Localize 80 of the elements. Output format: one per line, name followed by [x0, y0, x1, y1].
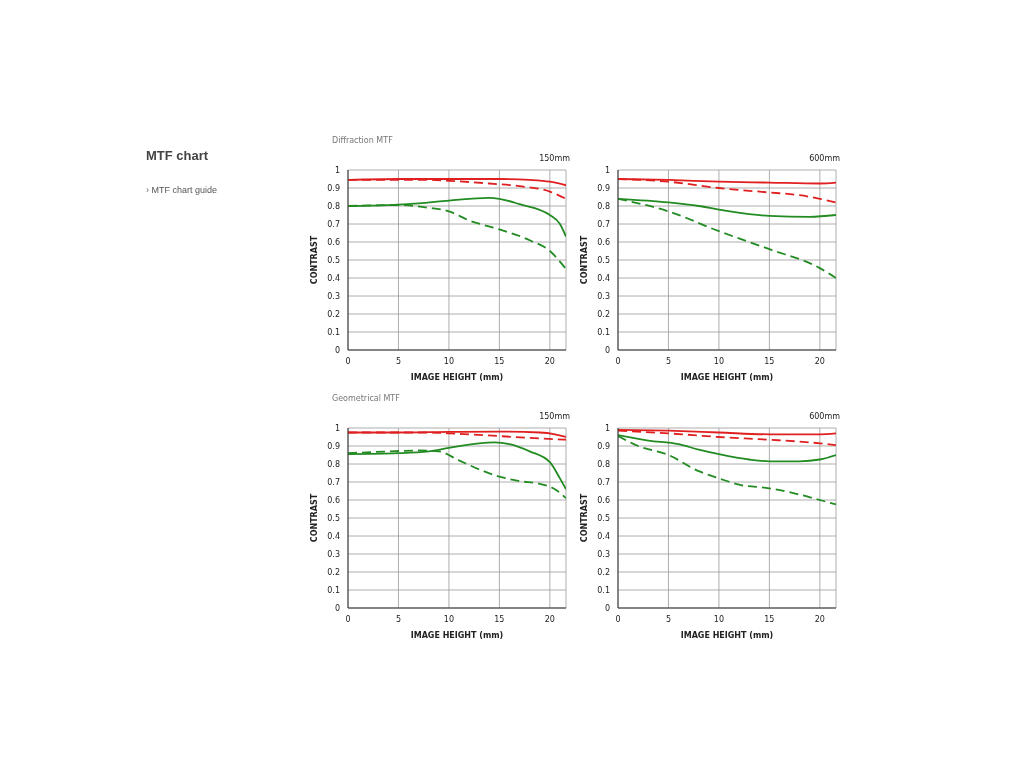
y-tick-label: 0.1	[327, 585, 340, 595]
x-tick-label: 5	[395, 614, 402, 624]
y-tick-label: 0.9	[327, 441, 340, 451]
x-axis-title: IMAGE HEIGHT (mm)	[410, 631, 504, 640]
y-axis-title: CONTRAST	[579, 235, 589, 285]
y-tick-label: 0.4	[597, 273, 610, 283]
y-tick-label: 0.1	[327, 327, 340, 337]
y-tick-label: 0.7	[597, 219, 610, 229]
y-tick-label: 0.4	[327, 531, 340, 541]
text: › MTF chart guide	[146, 185, 218, 195]
text: MTF chart	[146, 148, 210, 163]
x-tick-label: 10	[713, 356, 725, 366]
y-axis-title: CONTRAST	[309, 493, 319, 543]
x-axis-title: IMAGE HEIGHT (mm)	[680, 373, 774, 382]
y-tick-label: 0.9	[597, 441, 610, 451]
chart-subtitle: Diffraction MTF	[331, 136, 394, 147]
y-tick-label: 0.4	[327, 273, 340, 283]
y-tick-label: 0.6	[597, 237, 610, 247]
x-tick-label: 0	[345, 614, 351, 624]
y-tick-label: 0.1	[597, 585, 610, 595]
x-tick-label: 5	[395, 356, 402, 366]
x-tick-label: 20	[814, 614, 825, 624]
y-tick-label: 0.5	[327, 255, 340, 265]
y-tick-label: 0	[604, 345, 610, 355]
y-tick-label: 0.5	[327, 513, 340, 523]
x-tick-label: 10	[713, 614, 725, 624]
y-tick-label: 0.3	[327, 549, 340, 559]
y-tick-label: 0.8	[597, 201, 610, 211]
x-tick-label: 15	[494, 614, 505, 624]
y-tick-label: 0.8	[327, 459, 340, 469]
y-tick-label: 1	[604, 423, 610, 433]
y-tick-label: 0	[334, 345, 340, 355]
x-tick-label: 0	[615, 614, 621, 624]
x-tick-label: 20	[814, 356, 825, 366]
chart-title: 150mm	[538, 154, 571, 165]
y-tick-label: 0.3	[597, 291, 610, 301]
y-tick-label: 0.6	[327, 495, 340, 505]
x-tick-label: 5	[665, 356, 672, 366]
x-tick-label: 0	[345, 356, 351, 366]
y-tick-label: 1	[334, 423, 340, 433]
y-tick-label: 0	[604, 603, 610, 613]
chart-subtitle: Geometrical MTF	[331, 394, 401, 405]
x-tick-label: 5	[665, 614, 672, 624]
x-tick-label: 20	[544, 356, 555, 366]
y-tick-label: 0.1	[597, 327, 610, 337]
x-tick-label: 15	[494, 356, 505, 366]
chart-title: 150mm	[538, 412, 571, 423]
x-tick-label: 10	[443, 614, 455, 624]
x-axis-title: IMAGE HEIGHT (mm)	[680, 631, 774, 640]
y-tick-label: 0.9	[327, 183, 340, 193]
y-tick-label: 0.6	[327, 237, 340, 247]
y-tick-label: 0.3	[327, 291, 340, 301]
y-tick-label: 0.5	[597, 255, 610, 265]
x-tick-label: 15	[764, 356, 775, 366]
x-tick-label: 0	[615, 356, 621, 366]
y-axis-title: CONTRAST	[579, 493, 589, 543]
y-tick-label: 0.5	[597, 513, 610, 523]
y-tick-label: 0.7	[597, 477, 610, 487]
y-tick-label: 0.8	[327, 201, 340, 211]
y-tick-label: 0.3	[597, 549, 610, 559]
y-tick-label: 0.6	[597, 495, 610, 505]
y-tick-label: 0	[334, 603, 340, 613]
y-tick-label: 1	[334, 165, 340, 175]
y-tick-label: 0.2	[597, 567, 610, 577]
x-tick-label: 15	[764, 614, 775, 624]
y-axis-title: CONTRAST	[309, 235, 319, 285]
x-tick-label: 20	[544, 614, 555, 624]
x-axis-title: IMAGE HEIGHT (mm)	[410, 373, 504, 382]
x-tick-label: 10	[443, 356, 455, 366]
chart-title: 600mm	[808, 412, 841, 423]
y-tick-label: 0.7	[327, 219, 340, 229]
y-tick-label: 0.7	[327, 477, 340, 487]
chart-title: 600mm	[808, 154, 841, 165]
y-tick-label: 0.2	[327, 567, 340, 577]
y-tick-label: 0.2	[327, 309, 340, 319]
y-tick-label: 1	[604, 165, 610, 175]
y-tick-label: 0.9	[597, 183, 610, 193]
y-tick-label: 0.2	[597, 309, 610, 319]
y-tick-label: 0.4	[597, 531, 610, 541]
y-tick-label: 0.8	[597, 459, 610, 469]
